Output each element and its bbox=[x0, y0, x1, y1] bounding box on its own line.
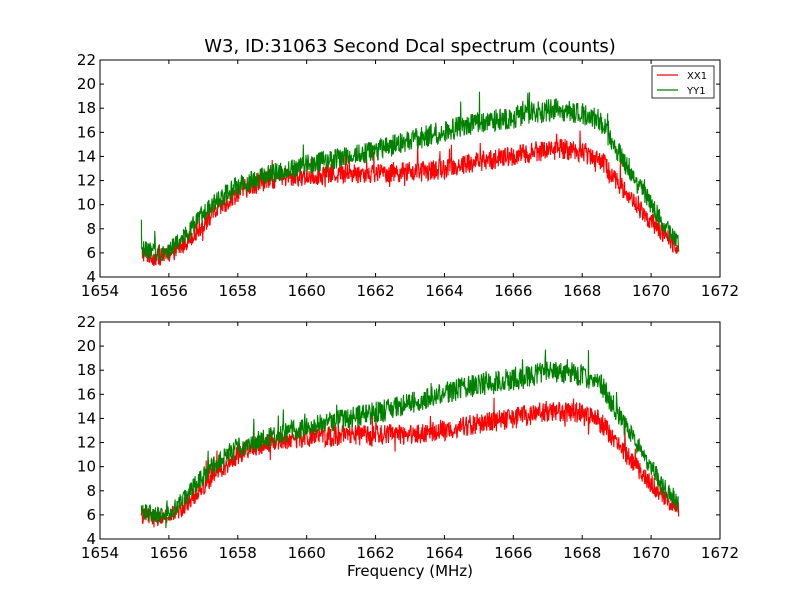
y-tick-label: 12 bbox=[77, 172, 96, 190]
y-tick-label: 10 bbox=[77, 458, 96, 476]
series-1-line bbox=[140, 349, 679, 529]
y-tick-label: 16 bbox=[77, 385, 96, 403]
y-tick-label: 20 bbox=[77, 337, 96, 355]
y-tick-label: 18 bbox=[77, 361, 96, 379]
x-tick-label: 1662 bbox=[356, 544, 394, 562]
x-axis-label: Frequency (MHz) bbox=[347, 562, 473, 580]
x-tick-label: 1670 bbox=[632, 544, 670, 562]
x-tick-label: 1658 bbox=[219, 282, 257, 300]
chart-title: W3, ID:31063 Second Dcal spectrum (count… bbox=[204, 36, 616, 57]
yy1-line bbox=[140, 91, 680, 262]
y-tick-label: 6 bbox=[86, 244, 96, 262]
x-tick-label: 1672 bbox=[701, 282, 739, 300]
x-tick-label: 1666 bbox=[494, 282, 532, 300]
x-tick-label: 1670 bbox=[632, 282, 670, 300]
x-tick-label: 1664 bbox=[425, 544, 463, 562]
x-tick-label: 1658 bbox=[219, 544, 257, 562]
y-tick-label: 6 bbox=[86, 506, 96, 524]
y-tick-label: 8 bbox=[86, 482, 96, 500]
yy1-legend-label: YY1 bbox=[686, 86, 706, 97]
bottom-panel: 1654 1656 1658 1660 1662 1664 1666 1668 1670 1672… bbox=[77, 313, 739, 562]
x-tick-label: 1668 bbox=[563, 544, 601, 562]
y-tick-label: 20 bbox=[77, 75, 96, 93]
y-tick-label: 22 bbox=[77, 313, 96, 331]
y-tick-label: 4 bbox=[86, 530, 96, 548]
x-tick-label: 1656 bbox=[150, 544, 188, 562]
y-tick-label: 16 bbox=[77, 123, 96, 141]
x-tick-label: 1654 bbox=[81, 544, 119, 562]
axes-frame bbox=[99, 321, 721, 540]
x-tick-label: 1660 bbox=[288, 544, 326, 562]
y-tick-label: 14 bbox=[77, 147, 96, 165]
y-tick-label: 10 bbox=[77, 196, 96, 214]
x-tick-label: 1666 bbox=[494, 544, 532, 562]
y-tick-label: 8 bbox=[86, 220, 96, 238]
x-tick-label: 1672 bbox=[701, 544, 739, 562]
xx1-legend-label: XX1 bbox=[687, 71, 707, 82]
top-panel: 1654 1656 1658 1660 1662 1664 1666 1668 1670 1672… bbox=[77, 51, 739, 300]
x-tick-label: 1654 bbox=[81, 282, 119, 300]
y-tick-label: 22 bbox=[77, 51, 96, 69]
series-0-line bbox=[140, 397, 680, 528]
x-tick-label: 1660 bbox=[288, 282, 326, 300]
y-tick-label: 4 bbox=[86, 268, 96, 286]
y-tick-label: 12 bbox=[77, 434, 96, 452]
x-tick-label: 1656 bbox=[150, 282, 188, 300]
x-tick-label: 1664 bbox=[425, 282, 463, 300]
y-tick-label: 18 bbox=[77, 99, 96, 117]
x-tick-label: 1668 bbox=[563, 282, 601, 300]
x-tick-label: 1662 bbox=[356, 282, 394, 300]
axes-frame bbox=[99, 59, 721, 278]
y-tick-label: 14 bbox=[77, 409, 96, 427]
xx1-line bbox=[140, 130, 680, 267]
legend-box bbox=[651, 65, 715, 99]
